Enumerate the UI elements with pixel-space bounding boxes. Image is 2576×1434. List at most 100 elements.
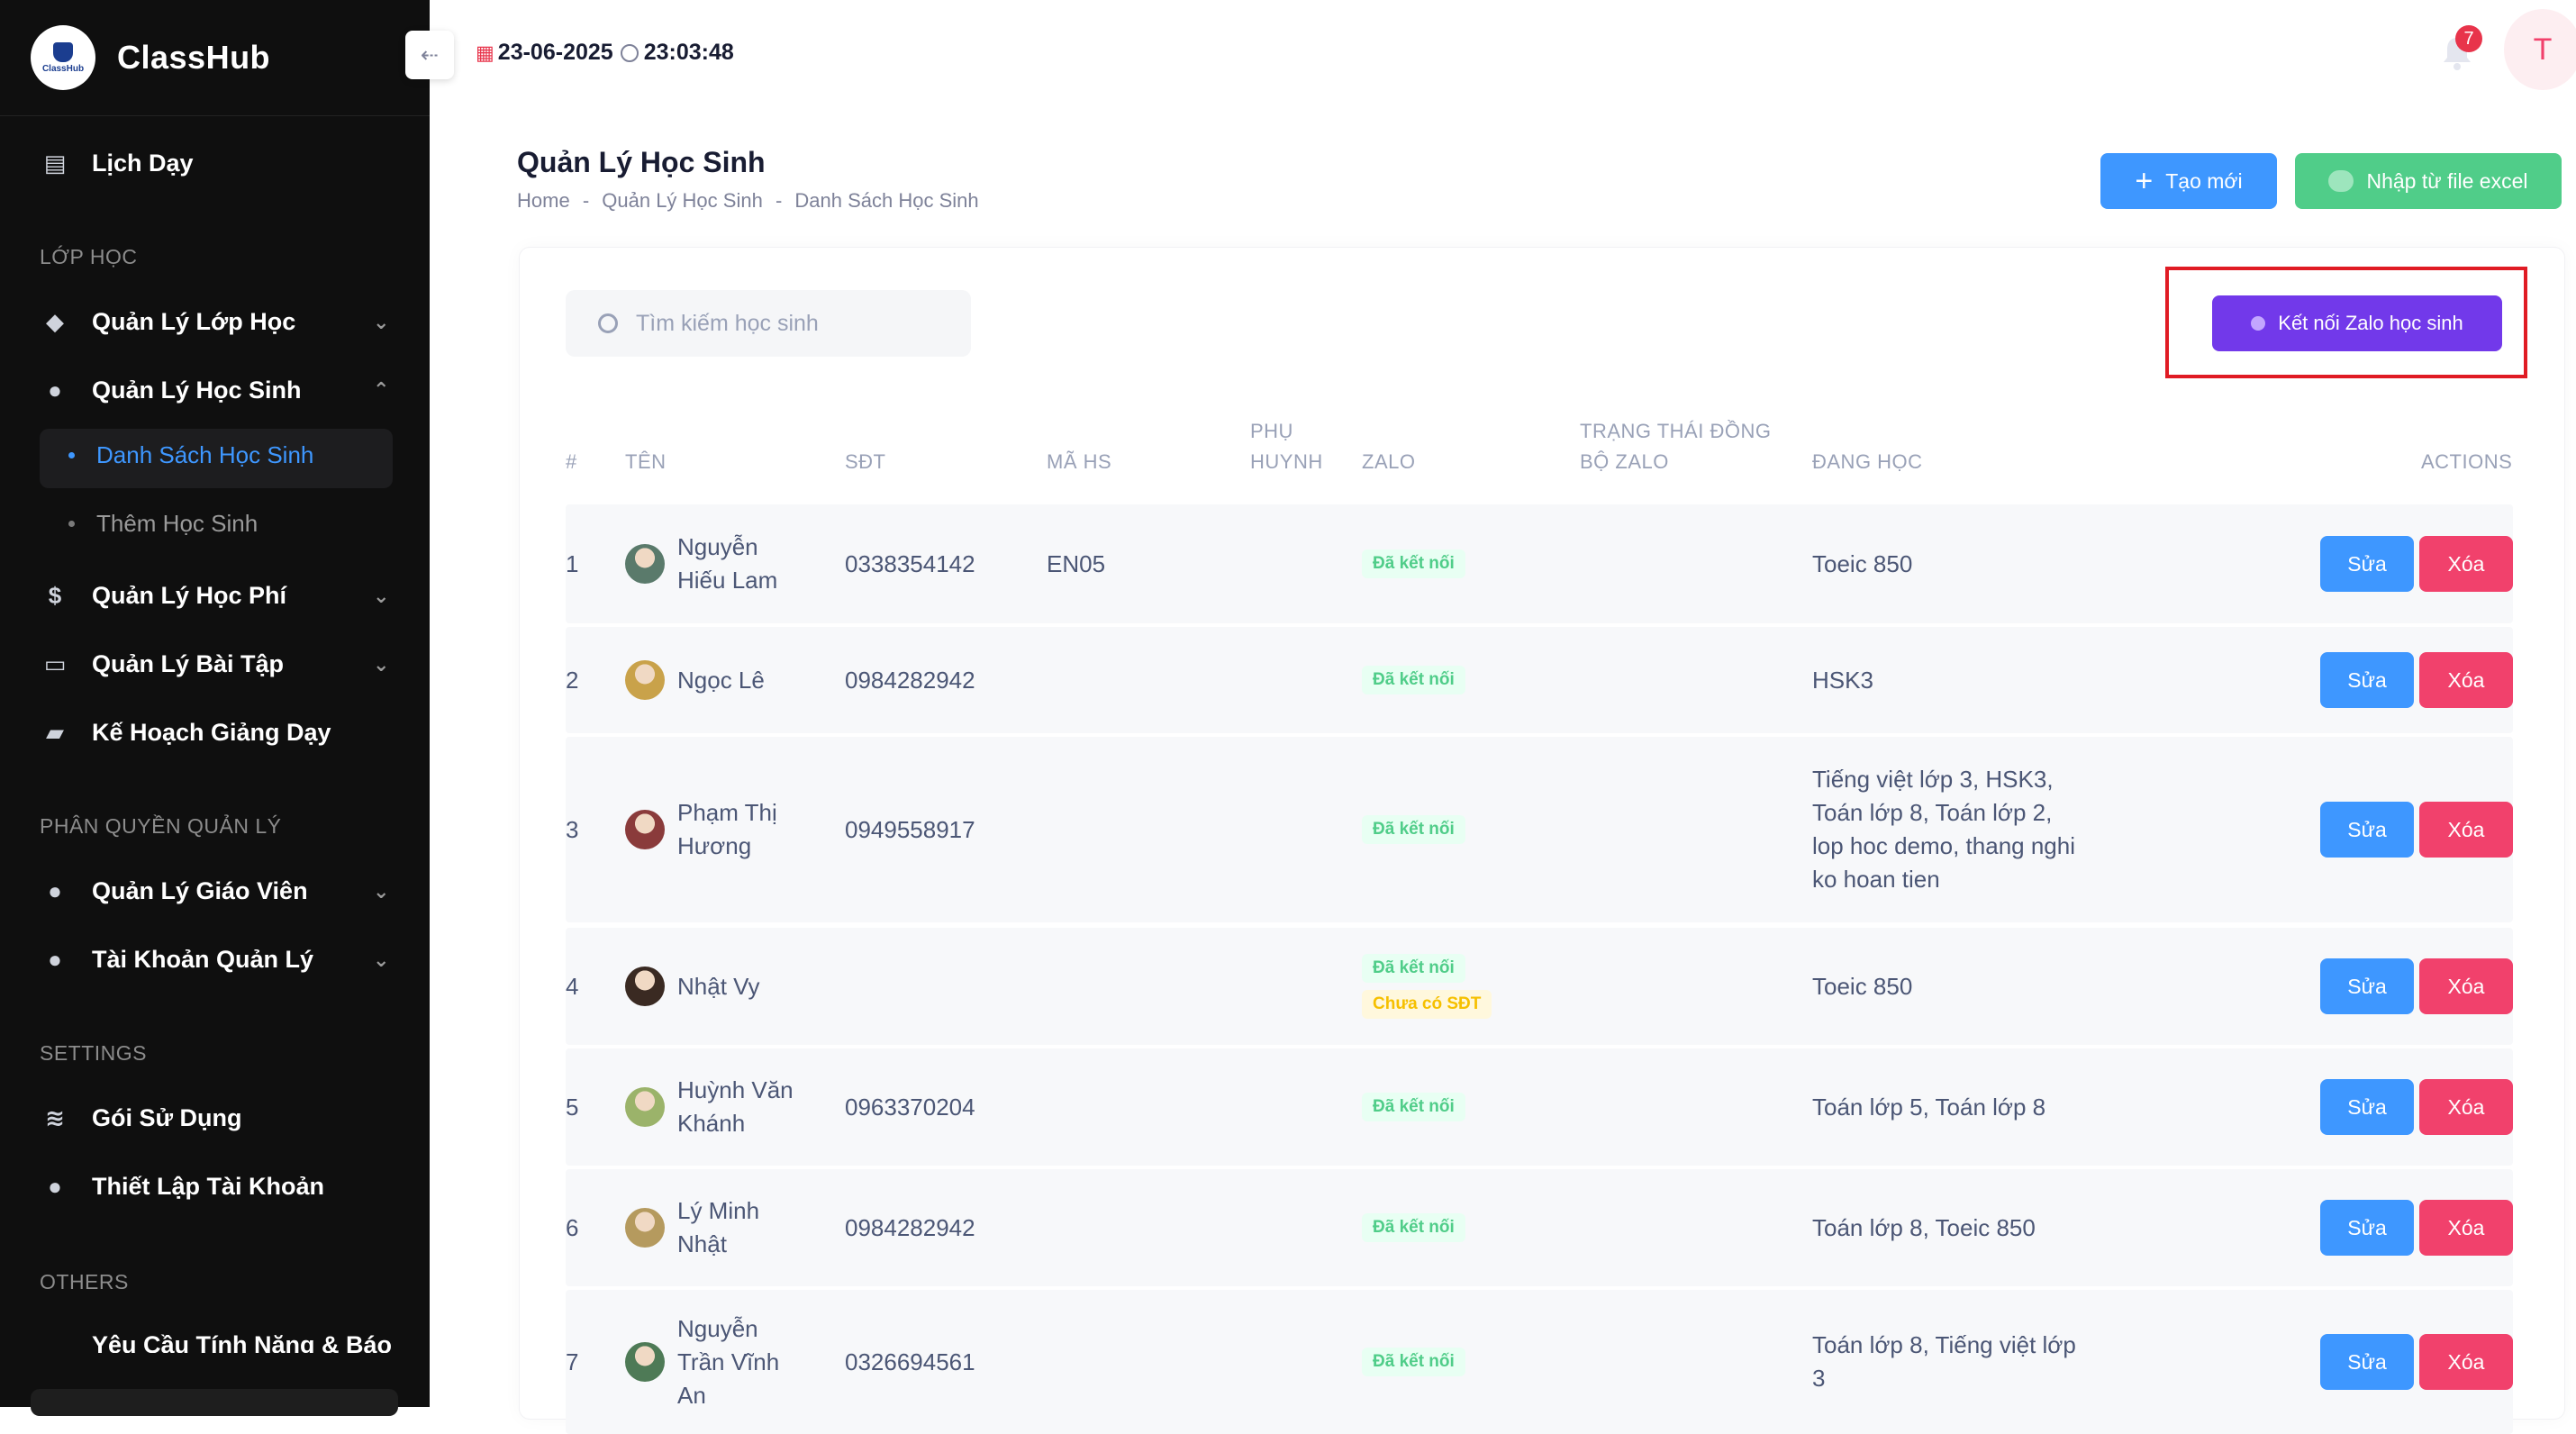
row-index: 3 <box>566 815 579 843</box>
student-name[interactable]: Phạm Thị Hương <box>677 799 777 859</box>
search-input[interactable]: Tìm kiếm học sinh <box>566 290 971 357</box>
student-avatar <box>625 544 665 584</box>
chevron-down-icon: ⌄ <box>373 948 390 971</box>
upload-icon <box>2328 170 2354 192</box>
sidebar-item-student-mgmt[interactable]: ● Quản Lý Học Sinh ⌃ <box>40 377 389 404</box>
arrow-left-icon: ⇠ <box>420 42 440 68</box>
zalo-status-badge: Đã kết nối <box>1362 1348 1465 1376</box>
breadcrumb-student-mgmt[interactable]: Quản Lý Học Sinh <box>602 189 763 212</box>
users-icon: ● <box>48 377 62 404</box>
student-classes: Toeic 850 <box>1812 549 1913 577</box>
row-index: 7 <box>566 1348 579 1375</box>
app-name: ClassHub <box>117 39 271 76</box>
bullet-icon <box>68 521 75 527</box>
student-name[interactable]: Lý Minh Nhật <box>677 1197 760 1257</box>
zalo-status-badge: Đã kết nối <box>1362 954 1465 983</box>
row-index: 1 <box>566 549 579 577</box>
import-button-label: Nhập từ file excel <box>2366 168 2528 193</box>
student-phone: 0984282942 <box>845 666 975 694</box>
search-icon <box>598 313 618 333</box>
delete-button[interactable]: Xóa <box>2419 802 2513 858</box>
sidebar-item-label: Quản Lý Học Sinh <box>92 377 302 404</box>
row-index: 6 <box>566 1213 579 1241</box>
student-name[interactable]: Huỳnh Văn Khánh <box>677 1076 794 1137</box>
table-row <box>566 504 2513 623</box>
highlight-box <box>2165 267 2527 378</box>
sidebar-subitem-student-list[interactable]: Danh Sách Học Sinh <box>68 441 313 469</box>
edit-button[interactable]: Sửa <box>2320 1200 2414 1256</box>
row-index: 4 <box>566 972 579 1000</box>
delete-button[interactable]: Xóa <box>2419 1200 2513 1256</box>
edit-button[interactable]: Sửa <box>2320 652 2414 708</box>
student-classes: Toán lớp 8, Toeic 850 <box>1812 1213 2036 1241</box>
edit-button[interactable]: Sửa <box>2320 1334 2414 1390</box>
zalo-status-badge: Đã kết nối <box>1362 1213 1465 1242</box>
active-sub-item-bg <box>40 429 393 488</box>
teacher-icon: ● <box>48 877 62 904</box>
breadcrumb-student-list: Danh Sách Học Sinh <box>794 189 979 212</box>
create-button[interactable]: + Tạo mới <box>2100 153 2277 209</box>
edit-button[interactable]: Sửa <box>2320 802 2414 858</box>
student-name[interactable]: Ngọc Lê <box>677 666 765 694</box>
zalo-status-badge: Đã kết nối <box>1362 549 1465 578</box>
col-header-zalo: ZALO <box>1362 450 1416 473</box>
sidebar-item-schedule[interactable]: ▤ Lịch Dạy <box>40 150 194 177</box>
student-classes: Toeic 850 <box>1812 972 1913 1000</box>
edit-button[interactable]: Sửa <box>2320 536 2414 592</box>
sidebar-item-plan[interactable]: ≋ Gói Sử Dụng <box>40 1104 242 1132</box>
user-avatar[interactable]: T <box>2504 9 2576 90</box>
sidebar-item-label: Thêm Học Sinh <box>96 510 259 537</box>
sidebar-item-label: Lịch Dạy <box>92 150 194 177</box>
create-button-label: Tạo mới <box>2165 168 2243 193</box>
table-row <box>566 627 2513 733</box>
breadcrumb-home[interactable]: Home <box>517 189 570 212</box>
missing-phone-badge: Chưa có SĐT <box>1362 990 1492 1019</box>
sidebar-item-label: Tài Khoản Quản Lý <box>92 946 314 973</box>
col-header-name: TÊN <box>625 450 667 473</box>
student-classes: Toán lớp 8, Tiếng việt lớp 3 <box>1812 1331 2076 1392</box>
chevron-down-icon: ⌄ <box>373 584 390 607</box>
student-classes: HSK3 <box>1812 666 1873 694</box>
student-classes: Toán lớp 5, Toán lớp 8 <box>1812 1093 2046 1121</box>
student-name[interactable]: Nguyễn Trần Vĩnh An <box>677 1314 780 1409</box>
sidebar-subitem-add-student[interactable]: Thêm Học Sinh <box>68 510 258 538</box>
sidebar-item-feature-request[interactable]: Yêu Cầu Tính Năng & Báo <box>92 1331 392 1353</box>
delete-button[interactable]: Xóa <box>2419 958 2513 1014</box>
sidebar: ClassHub ClassHub ▤ Lịch Dạy LỚP HỌC ◆ Q… <box>0 0 430 1416</box>
calendar-icon: ▦ <box>476 41 494 64</box>
sidebar-item-homework-mgmt[interactable]: ▭ Quản Lý Bài Tập ⌄ <box>40 650 390 678</box>
sidebar-item-label: Gói Sử Dụng <box>92 1104 242 1131</box>
sidebar-item-label: Thiết Lập Tài Khoản <box>92 1173 325 1200</box>
breadcrumb: Home - Quản Lý Học Sinh - Danh Sách Học … <box>517 189 979 212</box>
edit-button[interactable]: Sửa <box>2320 1079 2414 1135</box>
delete-button[interactable]: Xóa <box>2419 652 2513 708</box>
notification-badge: 7 <box>2455 25 2482 52</box>
delete-button[interactable]: Xóa <box>2419 536 2513 592</box>
section-label-others: OTHERS <box>40 1270 129 1293</box>
connect-zalo-button[interactable]: Kết nối Zalo học sinh <box>2212 295 2502 351</box>
student-name[interactable]: Nhật Vy <box>677 972 760 1000</box>
zalo-status-badge: Đã kết nối <box>1362 666 1465 694</box>
brand[interactable]: ClassHub ClassHub <box>0 0 430 116</box>
zalo-status-badge: Đã kết nối <box>1362 1093 1465 1121</box>
import-excel-button[interactable]: Nhập từ file excel <box>2295 153 2562 209</box>
sidebar-item-label: Quản Lý Học Phí <box>92 582 287 609</box>
student-avatar <box>625 1208 665 1248</box>
sidebar-item-teaching-plan[interactable]: ▰ Kế Hoạch Giảng Dạy <box>40 719 331 747</box>
sidebar-item-fee-mgmt[interactable]: $ Quản Lý Học Phí ⌄ <box>40 582 390 610</box>
col-header-phone: SĐT <box>845 450 886 473</box>
sidebar-collapse-button[interactable]: ⇠ <box>405 31 454 79</box>
edit-button[interactable]: Sửa <box>2320 958 2414 1014</box>
delete-button[interactable]: Xóa <box>2419 1334 2513 1390</box>
row-index: 5 <box>566 1093 579 1121</box>
sidebar-item-account-settings[interactable]: ● Thiết Lập Tài Khoản <box>40 1173 324 1201</box>
graduation-cap-icon: ◆ <box>46 308 64 335</box>
sidebar-item-admin-accounts[interactable]: ● Tài Khoản Quản Lý ⌄ <box>40 946 389 974</box>
delete-button[interactable]: Xóa <box>2419 1079 2513 1135</box>
plus-icon: + <box>2135 164 2154 198</box>
student-name[interactable]: Nguyễn Hiếu Lam <box>677 533 778 594</box>
current-time: 23:03:48 <box>643 40 734 65</box>
chevron-down-icon: ⌄ <box>373 310 390 333</box>
sidebar-item-class-mgmt[interactable]: ◆ Quản Lý Lớp Học ⌄ <box>40 308 389 336</box>
sidebar-item-teacher-mgmt[interactable]: ● Quản Lý Giáo Viên ⌄ <box>40 877 389 905</box>
